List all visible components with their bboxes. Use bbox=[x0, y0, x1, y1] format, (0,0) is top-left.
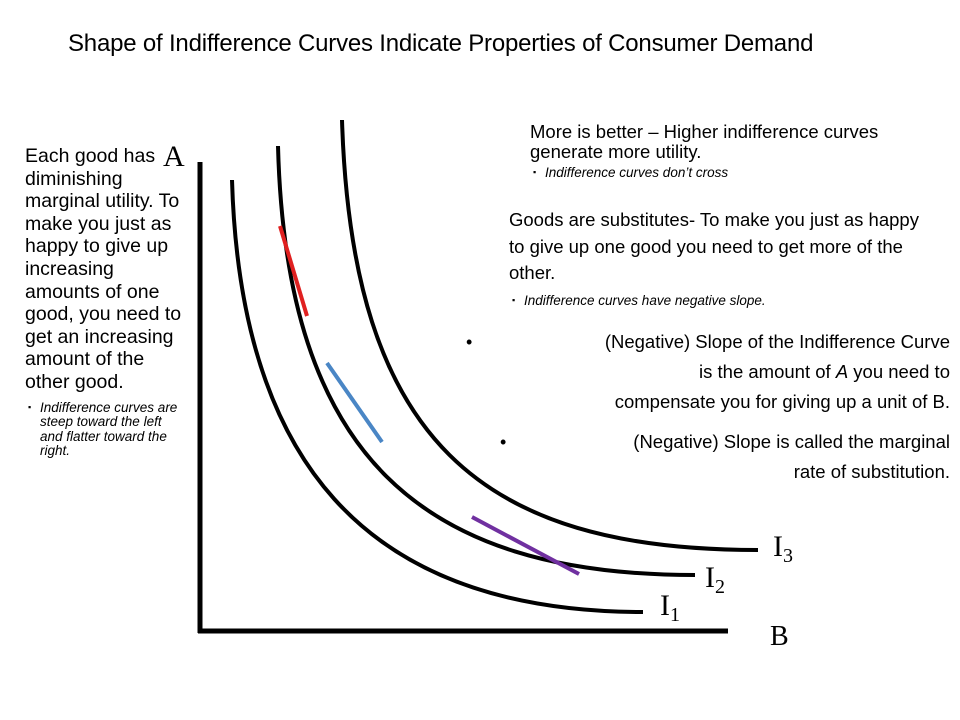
x-axis-label: B bbox=[770, 621, 789, 652]
curves-dont-cross-note: Indifference curves don’t cross bbox=[530, 165, 930, 181]
y-axis-label: A bbox=[163, 140, 185, 173]
curve-label-i3: I3 bbox=[773, 530, 793, 567]
slope-line-3: compensate you for giving up a unit of B… bbox=[614, 391, 950, 412]
substitutes-text: Goods are substitutes- To make you just … bbox=[509, 209, 919, 283]
mrs-line-1: (Negative) Slope is called the marginal bbox=[633, 431, 950, 452]
steep-flat-note: Indifference curves are steep toward the… bbox=[25, 400, 185, 459]
curve-label-i1: I1 bbox=[660, 589, 680, 626]
more-is-better-block: More is better – Higher indifference cur… bbox=[530, 122, 930, 181]
indifference-curve-3 bbox=[340, 119, 759, 552]
variable-a: A bbox=[835, 361, 849, 382]
left-text-column: Each good has diminishing marginal utili… bbox=[25, 145, 185, 459]
indifference-curve-1 bbox=[230, 179, 644, 614]
tangent-blue-middle bbox=[325, 361, 384, 444]
more-is-better-text: More is better – Higher indifference cur… bbox=[530, 121, 879, 162]
bullet-dot: • bbox=[500, 432, 507, 452]
slope-bullet: • (Negative) Slope of the Indifference C… bbox=[440, 327, 950, 417]
curve-label-i2: I2 bbox=[705, 561, 725, 598]
indifference-curve-2 bbox=[276, 145, 696, 577]
mrs-bullet: • (Negative) Slope is called the margina… bbox=[480, 427, 950, 487]
page-title: Shape of Indifference Curves Indicate Pr… bbox=[68, 30, 814, 57]
mrs-line-2: rate of substitution. bbox=[793, 461, 950, 482]
bullet-dot: • bbox=[466, 332, 473, 352]
negative-slope-note: Indifference curves have negative slope. bbox=[509, 293, 939, 309]
tangent-purple-flat bbox=[471, 515, 580, 576]
slope-line-1: (Negative) Slope of the Indifference Cur… bbox=[604, 331, 950, 352]
slope-line-2: is the amount of A you need to bbox=[699, 361, 950, 382]
tangent-red-steep bbox=[278, 225, 309, 317]
substitutes-block: Goods are substitutes- To make you just … bbox=[509, 207, 939, 308]
diminishing-utility-text: Each good has diminishing marginal utili… bbox=[25, 145, 182, 393]
